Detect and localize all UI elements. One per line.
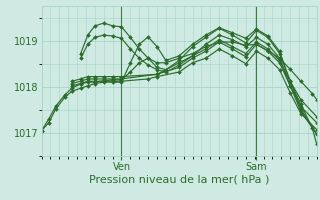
- X-axis label: Pression niveau de la mer( hPa ): Pression niveau de la mer( hPa ): [89, 174, 269, 184]
